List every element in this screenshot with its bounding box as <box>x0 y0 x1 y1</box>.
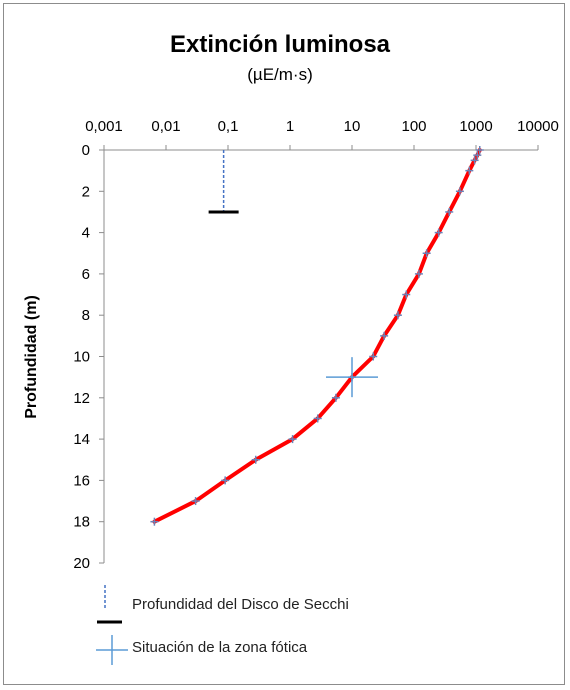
data-point-marker <box>150 517 159 526</box>
data-point-marker <box>331 393 340 402</box>
data-point-marker <box>422 249 431 258</box>
data-point-marker <box>465 166 474 175</box>
data-point-marker <box>414 269 423 278</box>
x-tick-label: 0,1 <box>218 118 239 135</box>
data-point-marker <box>402 290 411 299</box>
legend-label-secchi: Profundidad del Disco de Secchi <box>132 596 349 613</box>
y-tick-label: 4 <box>82 225 90 242</box>
legend: Profundidad del Disco de Secchi Situació… <box>96 585 349 665</box>
y-tick-label: 2 <box>82 183 90 200</box>
x-tick-label: 0,01 <box>151 118 180 135</box>
y-tick-label: 0 <box>82 142 90 159</box>
x-tick-label: 10 <box>344 118 361 135</box>
x-tick-label: 1 <box>286 118 294 135</box>
series-light-extinction-line <box>152 148 482 524</box>
data-point-marker <box>473 151 482 160</box>
y-tick-label: 16 <box>73 472 90 489</box>
data-point-marker <box>434 228 443 237</box>
legend-label-photic-zone: Situación de la zona fótica <box>132 639 308 656</box>
data-point-marker <box>445 207 454 216</box>
y-tick-label: 10 <box>73 349 90 366</box>
y-axis-label: Profundidad (m) <box>23 295 40 419</box>
x-tick-label: 10000 <box>517 118 559 135</box>
x-tick-label: 1000 <box>459 118 492 135</box>
data-point-marker <box>369 352 378 361</box>
y-tick-label: 12 <box>73 390 90 407</box>
data-point-marker <box>380 331 389 340</box>
data-point-marker <box>470 156 479 165</box>
y-tick-label: 20 <box>73 555 90 572</box>
data-point-marker <box>191 497 200 506</box>
data-point-marker <box>393 311 402 320</box>
x-tick-label: 100 <box>401 118 426 135</box>
chart-subtitle: (µE/m·s) <box>247 65 313 84</box>
y-tick-label: 6 <box>82 266 90 283</box>
y-tick-label: 18 <box>73 514 90 531</box>
data-point-marker <box>221 476 230 485</box>
y-tick-label: 14 <box>73 431 90 448</box>
chart-frame <box>3 3 565 685</box>
legend-item-photic-zone: Situación de la zona fótica <box>96 635 308 665</box>
data-point-marker <box>475 146 484 154</box>
x-tick-label: 0,001 <box>85 118 123 135</box>
y-tick-label: 8 <box>82 307 90 324</box>
data-point-marker <box>313 414 322 423</box>
chart-title: Extinción luminosa <box>170 31 391 58</box>
data-point-marker <box>251 455 260 464</box>
plot-area: 0,001 0,01 0,1 1 10 100 1000 10000 0 2 4 6 8 10 12 14 16… <box>73 118 559 572</box>
data-point-marker <box>288 435 297 444</box>
data-point-marker <box>455 187 464 196</box>
legend-item-secchi: Profundidad del Disco de Secchi <box>97 585 349 624</box>
